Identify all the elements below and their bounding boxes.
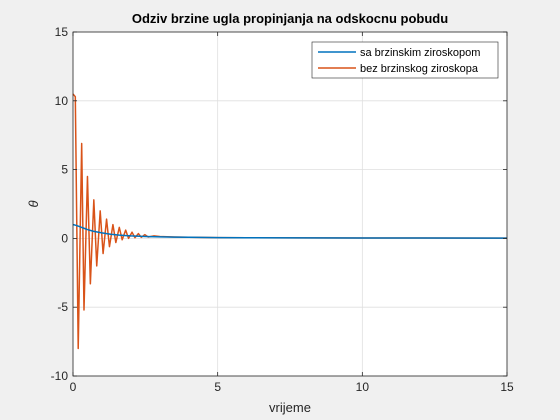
legend-label-sa-brzinskim: sa brzinskim ziroskopom: [360, 47, 480, 59]
x-tick-label: 15: [500, 380, 514, 394]
y-tick-label: 10: [55, 94, 69, 108]
y-tick-label: 0: [61, 231, 68, 245]
plot-frame: [72, 31, 508, 377]
x-tick-label: 10: [356, 380, 370, 394]
legend-box: [311, 41, 499, 79]
x-tick-label: 5: [214, 380, 221, 394]
y-tick-label: -5: [57, 300, 68, 314]
tick-layer: 0 5 10 15 -10 -5 0 5 10 15: [51, 25, 514, 394]
legend: sa brzinskim ziroskopom bez brzinskog zi…: [311, 41, 499, 79]
series-layer: [72, 93, 508, 350]
chart-title: Odziv brzine ugla propinjanja na odskocn…: [132, 11, 448, 26]
series-line-sa-brzinskim-ziroskopom: [72, 223, 508, 239]
plot-area: [73, 32, 507, 376]
x-axis-label: vrijeme: [269, 400, 311, 415]
y-tick-label: 15: [55, 25, 69, 39]
y-tick-label: 5: [61, 163, 68, 177]
legend-label-bez-brzinskog: bez brzinskog ziroskopa: [360, 63, 479, 75]
x-tick-label: 0: [70, 380, 77, 394]
y-axis-label: θ: [26, 200, 41, 207]
y-tick-label: -10: [51, 369, 69, 383]
